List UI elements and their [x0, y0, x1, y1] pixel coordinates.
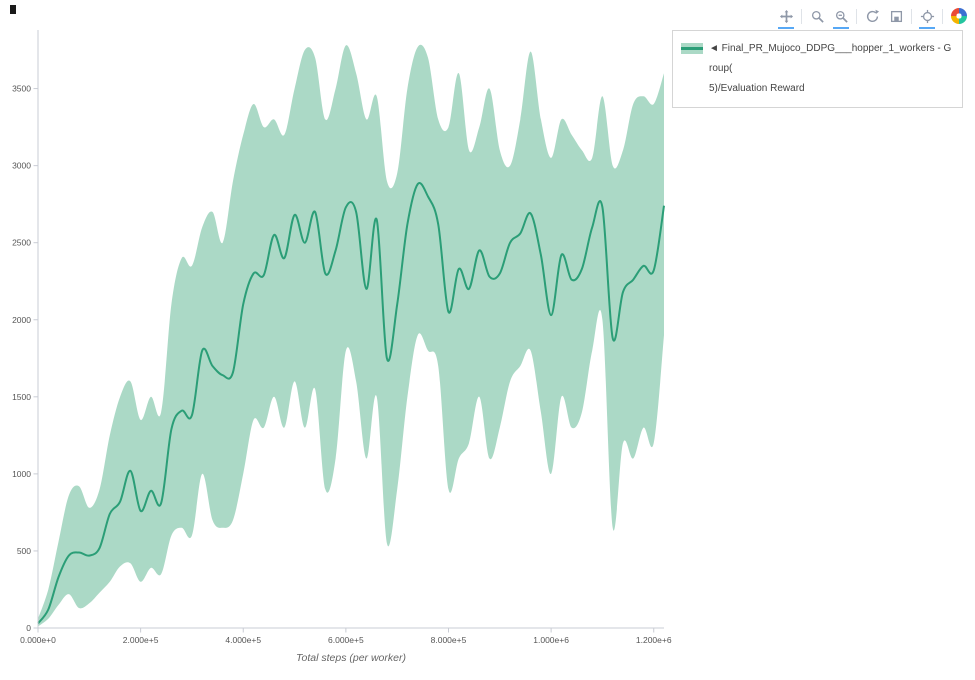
spikeline-icon — [920, 9, 934, 23]
x-tick-label: 0.000e+0 — [20, 635, 56, 645]
box-zoom-icon — [811, 10, 824, 23]
x-tick-label: 8.000e+5 — [431, 635, 467, 645]
pan-icon — [779, 9, 793, 23]
y-tick-label: 1000 — [12, 469, 31, 479]
y-tick-label: 0 — [26, 623, 31, 633]
y-tick-label: 2500 — [12, 238, 31, 248]
corner-marker — [10, 5, 16, 14]
y-tick-label: 2000 — [12, 315, 31, 325]
x-tick-label: 1.200e+6 — [636, 635, 672, 645]
download-icon — [890, 10, 902, 22]
legend-label-line1: ◄ Final_PR_Mujoco_DDPG___hopper_1_worker… — [709, 43, 952, 74]
autoscale-icon — [866, 9, 879, 22]
x-tick-label: 6.000e+5 — [328, 635, 364, 645]
series-band — [38, 44, 664, 627]
zoom-out-icon — [835, 10, 848, 23]
y-tick-label: 500 — [17, 546, 31, 556]
legend-item[interactable]: ◄ Final_PR_Mujoco_DDPG___hopper_1_worker… — [672, 30, 963, 108]
series-line — [37, 182, 665, 625]
x-tick-label: 4.000e+5 — [225, 635, 261, 645]
y-tick-label: 3500 — [12, 84, 31, 94]
legend-label-line2: 5)/Evaluation Reward — [709, 83, 805, 94]
x-tick-label: 1.000e+6 — [533, 635, 569, 645]
modebar-separator — [801, 8, 802, 24]
modebar-separator — [911, 8, 912, 24]
spikeline-button[interactable] — [916, 5, 938, 29]
modebar — [775, 5, 967, 29]
box-zoom-button[interactable] — [806, 5, 828, 27]
modebar-separator — [856, 8, 857, 24]
y-tick-label: 3000 — [12, 161, 31, 171]
autoscale-button[interactable] — [861, 5, 883, 27]
download-button[interactable] — [885, 5, 907, 27]
zoom-out-button[interactable] — [830, 5, 852, 29]
modebar-separator — [942, 8, 943, 24]
legend-label: ◄ Final_PR_Mujoco_DDPG___hopper_1_worker… — [709, 39, 954, 99]
pan-button[interactable] — [775, 5, 797, 29]
y-tick-label: 1500 — [12, 392, 31, 402]
legend-swatch-band-line — [681, 43, 703, 54]
x-axis-title: Total steps (per worker) — [296, 652, 406, 664]
plotly-logo-icon[interactable] — [951, 8, 967, 24]
x-tick-label: 2.000e+5 — [123, 635, 159, 645]
plot-drag-area[interactable] — [38, 30, 664, 628]
